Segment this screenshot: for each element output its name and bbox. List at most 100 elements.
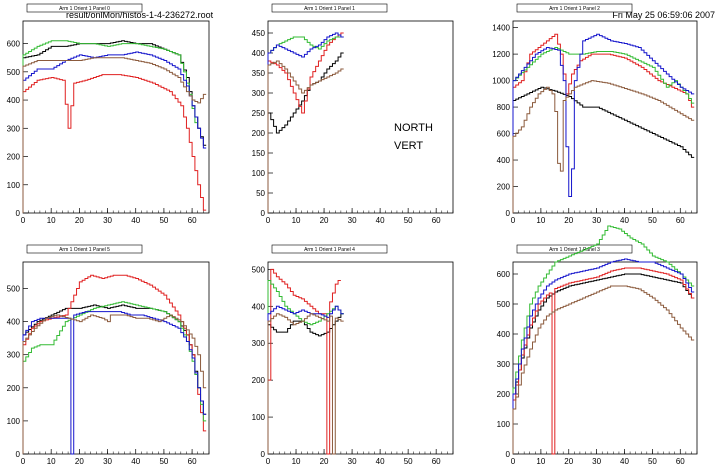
- y-tick-label: 600: [497, 270, 511, 279]
- histogram-panel: Arm 1 Orient 1 Panel 30 10 20 30 40 50 6001002…: [497, 225, 698, 466]
- y-tick-label: 400: [7, 318, 21, 327]
- x-tick-label: 10: [292, 457, 301, 466]
- histogram-series: [512, 46, 695, 213]
- histogram-series: [22, 304, 207, 454]
- panel-title-box: [26, 3, 143, 13]
- histogram-series: [267, 279, 344, 454]
- x-tick-label: 0: [21, 457, 26, 466]
- panel-title: Arm 1 Orient 1 Panel 0: [59, 6, 110, 12]
- panel-title: Arm 1 Orient 1 Panel 1: [304, 6, 355, 12]
- y-tick-label: 300: [497, 360, 511, 369]
- histogram-series: [512, 86, 695, 213]
- y-tick-label: 200: [497, 390, 511, 399]
- x-tick-label: 50: [648, 216, 657, 225]
- y-tick-label: 400: [7, 96, 21, 105]
- histogram-series: [267, 268, 341, 455]
- x-tick-label: 40: [131, 216, 140, 225]
- y-tick-label: 0: [506, 209, 511, 218]
- x-tick-label: 20: [75, 216, 84, 225]
- x-tick-label: 10: [536, 216, 545, 225]
- x-tick-label: 0: [21, 216, 26, 225]
- y-tick-label: 200: [7, 384, 21, 393]
- y-tick-label: 200: [7, 153, 21, 162]
- x-tick-label: 60: [676, 457, 685, 466]
- x-tick-label: 0: [266, 457, 271, 466]
- histogram-series: [22, 301, 207, 454]
- panel-title: Arm 1 Orient 1 Panel 2: [549, 6, 600, 12]
- x-tick-label: 20: [320, 216, 329, 225]
- y-tick-label: 300: [7, 124, 21, 133]
- x-tick-label: 60: [188, 216, 197, 225]
- y-tick-label: 200: [252, 129, 266, 138]
- y-tick-label: 100: [7, 181, 21, 190]
- panel-title: Arm 1 Orient 1 Panel 5: [59, 247, 110, 253]
- y-tick-label: 500: [7, 284, 21, 293]
- y-tick-label: 100: [252, 169, 266, 178]
- x-tick-label: 20: [320, 457, 329, 466]
- histogram-series: [22, 274, 207, 454]
- x-tick-label: 50: [159, 457, 168, 466]
- x-tick-label: 60: [432, 457, 441, 466]
- x-tick-label: 20: [564, 457, 573, 466]
- histogram-series: [267, 305, 344, 454]
- histogram-series: [512, 80, 695, 213]
- x-tick-label: 40: [376, 216, 385, 225]
- plot-frame: [267, 261, 454, 455]
- y-tick-label: 200: [497, 183, 511, 192]
- x-tick-label: 40: [376, 457, 385, 466]
- y-tick-label: 0: [16, 450, 21, 459]
- file-path-label: result/onlMon/histos-1-4-236272.root: [66, 10, 214, 20]
- histogram-series: [267, 32, 344, 213]
- histogram-panel: Arm 1 Orient 1 Panel 20 10 20 30 40 50 6002004…: [492, 3, 698, 225]
- plot-frame: [512, 20, 698, 214]
- y-tick-label: 0: [16, 209, 21, 218]
- y-tick-label: 400: [252, 302, 266, 311]
- y-tick-label: 600: [497, 130, 511, 139]
- y-tick-label: 100: [252, 413, 266, 422]
- histogram-series: [512, 33, 695, 213]
- histogram-series: [512, 285, 695, 454]
- x-tick-label: 30: [103, 216, 112, 225]
- y-tick-label: 300: [7, 351, 21, 360]
- y-tick-label: 500: [497, 300, 511, 309]
- histogram-series: [22, 40, 198, 213]
- histogram-panel: Arm 1 Orient 1 Panel 00 10 20 30 40 50 6001002…: [7, 3, 210, 225]
- timestamp-label: Fri May 25 06:59:06 2007: [612, 10, 715, 20]
- histogram-panel: Arm 1 Orient 1 Panel 1 0 10 20 30 40 50 60 0 50 10…: [252, 3, 454, 225]
- y-tick-label: 0: [261, 209, 266, 218]
- panel-title-box: [271, 3, 388, 13]
- panel-title-box: [516, 3, 633, 13]
- y-tick-label: 1200: [492, 50, 510, 59]
- x-tick-label: 10: [47, 457, 56, 466]
- histogram-series: [22, 74, 207, 213]
- y-tick-label: 150: [252, 149, 266, 158]
- plot-frame: [512, 261, 698, 455]
- y-tick-label: 300: [252, 89, 266, 98]
- x-tick-label: 30: [348, 457, 357, 466]
- x-tick-label: 10: [292, 216, 301, 225]
- panel-title-box: [516, 244, 633, 254]
- y-tick-label: 400: [252, 49, 266, 58]
- histogram-series: [512, 267, 695, 455]
- histogram-series: [267, 60, 344, 213]
- histogram-series: [22, 311, 207, 455]
- y-tick-label: 450: [252, 29, 266, 38]
- x-tick-label: 50: [404, 216, 413, 225]
- x-tick-label: 50: [648, 457, 657, 466]
- histogram-series: [512, 258, 695, 454]
- y-tick-label: 100: [497, 420, 511, 429]
- x-tick-label: 60: [188, 457, 197, 466]
- x-tick-label: 40: [620, 457, 629, 466]
- histogram-series: [267, 313, 344, 455]
- panel-title-box: [26, 244, 143, 254]
- plot-frame: [22, 20, 210, 214]
- x-tick-label: 20: [75, 457, 84, 466]
- annotation-vert: VERT: [394, 140, 424, 152]
- histogram-panel: Arm 1 Orient 1 Panel 5 0 10 20 30 40 50 60 0 100 2…: [7, 244, 210, 466]
- y-tick-label: 400: [497, 156, 511, 165]
- histogram-series: [512, 33, 695, 213]
- panel-title-box: [271, 244, 388, 254]
- y-tick-label: 1400: [492, 24, 510, 33]
- y-tick-label: 300: [252, 339, 266, 348]
- y-tick-label: 200: [252, 376, 266, 385]
